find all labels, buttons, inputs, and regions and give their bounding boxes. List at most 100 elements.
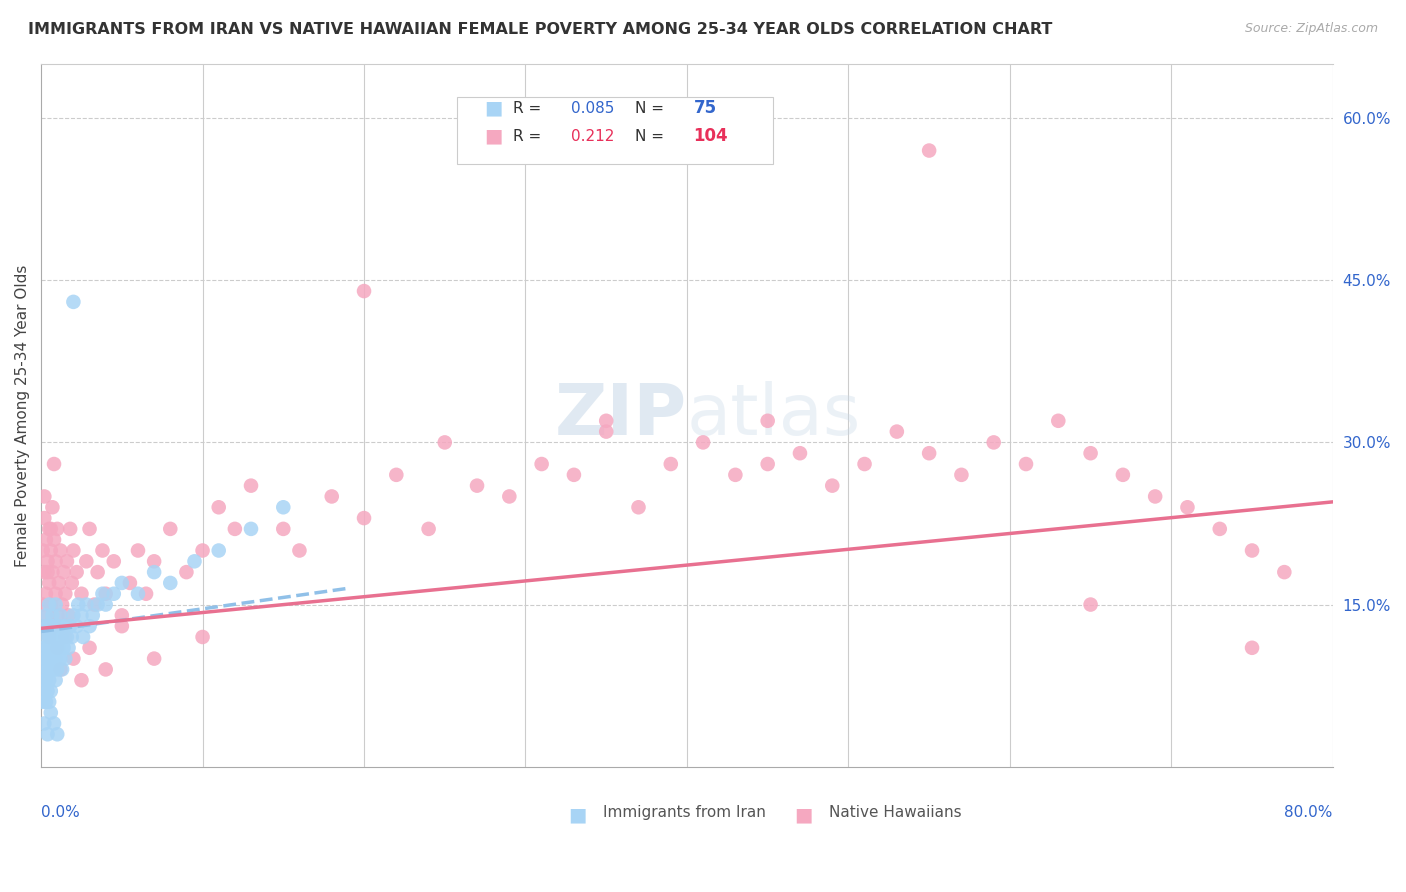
Point [111, 576, 134, 591]
Point [103, 587, 125, 601]
Point [45, 598, 67, 612]
Point [159, 576, 181, 591]
Point [821, 478, 844, 492]
Point [1080, 598, 1102, 612]
Point [659, 457, 682, 471]
Point [39, 619, 62, 633]
Text: Native Hawaiians: Native Hawaiians [830, 805, 962, 821]
Point [56, 554, 79, 568]
Point [46, 522, 69, 536]
Point [59, 522, 82, 536]
Point [288, 543, 311, 558]
Point [183, 554, 205, 568]
Point [983, 435, 1005, 450]
Point [75, 598, 97, 612]
Point [45, 651, 67, 665]
Point [1112, 467, 1135, 482]
Point [49, 608, 72, 623]
Point [38, 673, 60, 688]
Point [724, 467, 747, 482]
Point [42, 619, 65, 633]
Point [34, 716, 56, 731]
Point [37, 727, 59, 741]
Point [38, 651, 60, 665]
Point [240, 522, 263, 536]
Point [1241, 543, 1264, 558]
Point [42, 619, 65, 633]
Point [38, 695, 60, 709]
Point [86, 598, 108, 612]
Point [51, 598, 73, 612]
Point [1209, 522, 1232, 536]
Point [45, 554, 67, 568]
Point [208, 543, 231, 558]
Point [35, 533, 58, 547]
Point [143, 565, 166, 579]
Text: Immigrants from Iran: Immigrants from Iran [603, 805, 766, 821]
Text: 0.0%: 0.0% [41, 805, 80, 821]
Point [79, 619, 101, 633]
Point [692, 435, 714, 450]
Point [66, 565, 89, 579]
Point [42, 640, 65, 655]
Point [127, 543, 149, 558]
Point [72, 630, 94, 644]
Point [46, 640, 69, 655]
Text: 0.085: 0.085 [571, 101, 614, 116]
Point [34, 662, 56, 676]
Point [176, 565, 198, 579]
Point [62, 543, 84, 558]
FancyBboxPatch shape [457, 97, 773, 164]
Point [111, 619, 134, 633]
Point [789, 446, 811, 460]
Point [37, 565, 59, 579]
Point [39, 522, 62, 536]
Point [38, 522, 60, 536]
Point [118, 576, 141, 591]
Point [34, 511, 56, 525]
Point [498, 490, 520, 504]
Point [91, 543, 114, 558]
Text: 75: 75 [693, 99, 717, 118]
Point [52, 640, 75, 655]
Point [465, 478, 488, 492]
Point [70, 673, 93, 688]
Point [39, 543, 62, 558]
Point [208, 500, 231, 515]
Point [1047, 414, 1070, 428]
Point [83, 598, 105, 612]
Text: R =: R = [513, 101, 541, 116]
Point [224, 522, 246, 536]
Point [79, 522, 101, 536]
Point [41, 608, 63, 623]
Point [58, 608, 80, 623]
Point [31, 673, 53, 688]
Point [143, 651, 166, 665]
Point [39, 662, 62, 676]
Point [49, 662, 72, 676]
Point [86, 565, 108, 579]
Point [38, 576, 60, 591]
Point [34, 565, 56, 579]
Point [34, 684, 56, 698]
Point [143, 554, 166, 568]
Text: ■: ■ [794, 805, 813, 824]
Point [51, 630, 73, 644]
Text: Source: ZipAtlas.com: Source: ZipAtlas.com [1244, 22, 1378, 36]
Point [53, 651, 76, 665]
Point [58, 640, 80, 655]
Point [756, 457, 779, 471]
Point [46, 727, 69, 741]
Point [59, 619, 82, 633]
Text: ■: ■ [484, 99, 502, 118]
Point [94, 587, 117, 601]
Point [418, 522, 440, 536]
Point [48, 576, 70, 591]
Point [1272, 565, 1295, 579]
Point [35, 608, 58, 623]
Point [127, 587, 149, 601]
Point [35, 587, 58, 601]
Point [35, 651, 58, 665]
Point [79, 640, 101, 655]
Point [530, 457, 553, 471]
